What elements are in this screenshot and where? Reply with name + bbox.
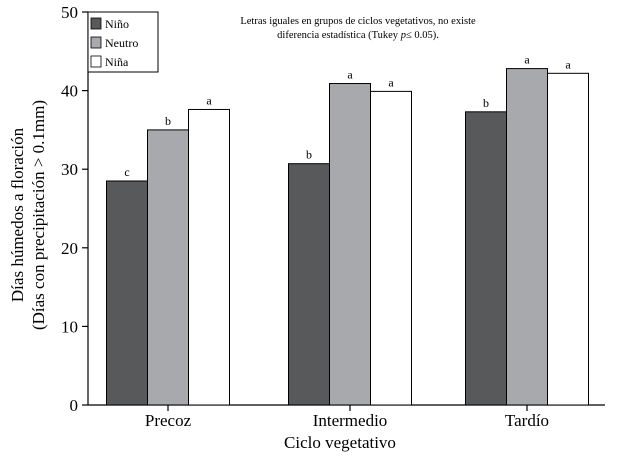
bar-tardo-2: [548, 73, 589, 405]
annotation-line2-prefix: diferencia estadística (Tukey: [277, 30, 401, 41]
legend-swatch-neutro: [91, 37, 101, 48]
legend-swatch-nino: [91, 18, 101, 29]
significance-letter: a: [347, 68, 353, 82]
annotation-line2: diferencia estadística (Tukey p≤ 0.05).: [277, 30, 439, 41]
bar-intermedio-1: [330, 84, 371, 405]
y-tick-label: 10: [61, 317, 78, 336]
y-axis-title: Días húmedos a floración (Días con preci…: [8, 100, 48, 330]
significance-letter: a: [388, 75, 394, 89]
bar-tardo-0: [466, 112, 507, 405]
bar-tardo-1: [507, 69, 548, 405]
y-tick-label: 0: [70, 396, 79, 415]
significance-letter: a: [524, 53, 530, 67]
significance-letter: b: [483, 96, 489, 110]
bars: [107, 69, 589, 405]
bar-precoz-2: [189, 109, 230, 405]
y-axis-title-line1: Días húmedos a floración: [8, 127, 27, 302]
legend-label-nina: Niña: [105, 55, 129, 69]
significance-letter: a: [565, 57, 571, 71]
y-tick-label: 20: [61, 239, 78, 258]
x-tick-label: Intermedio: [313, 411, 388, 430]
annotation-line1: Letras iguales en grupos de ciclos veget…: [240, 16, 476, 27]
y-tick-label: 30: [61, 160, 78, 179]
legend-label-neutro: Neutro: [105, 36, 138, 50]
bar-intermedio-0: [289, 164, 330, 405]
significance-letter: b: [306, 148, 312, 162]
bar-intermedio-2: [371, 91, 412, 405]
legend-swatch-nina: [91, 56, 101, 67]
bar-precoz-1: [148, 130, 189, 405]
x-tick-label: Tardío: [505, 411, 549, 430]
annotation: Letras iguales en grupos de ciclos veget…: [240, 16, 476, 41]
legend: Niño Neutro Niña: [88, 12, 158, 72]
y-ticks: 0 10 20 30 40 50: [61, 3, 88, 415]
bar-precoz-0: [107, 181, 148, 405]
y-axis-title-line2: (Días con precipitación > 0.1mm): [29, 100, 48, 330]
annotation-line2-suffix: ≤ 0.05).: [406, 30, 439, 41]
y-tick-label: 50: [61, 3, 78, 22]
x-tick-label: Precoz: [145, 411, 192, 430]
bar-chart: 0 10 20 30 40 50 c b a b a a b a a Precoz Intermedio Ta…: [0, 0, 624, 456]
x-ticks: Precoz Intermedio Tardío: [145, 405, 549, 430]
legend-label-nino: Niño: [105, 17, 129, 31]
x-axis-title: Ciclo vegetativo: [284, 433, 396, 452]
significance-letter: c: [124, 165, 129, 179]
significance-letter: a: [206, 93, 212, 107]
y-tick-label: 40: [61, 82, 78, 101]
significance-letter: b: [165, 114, 171, 128]
